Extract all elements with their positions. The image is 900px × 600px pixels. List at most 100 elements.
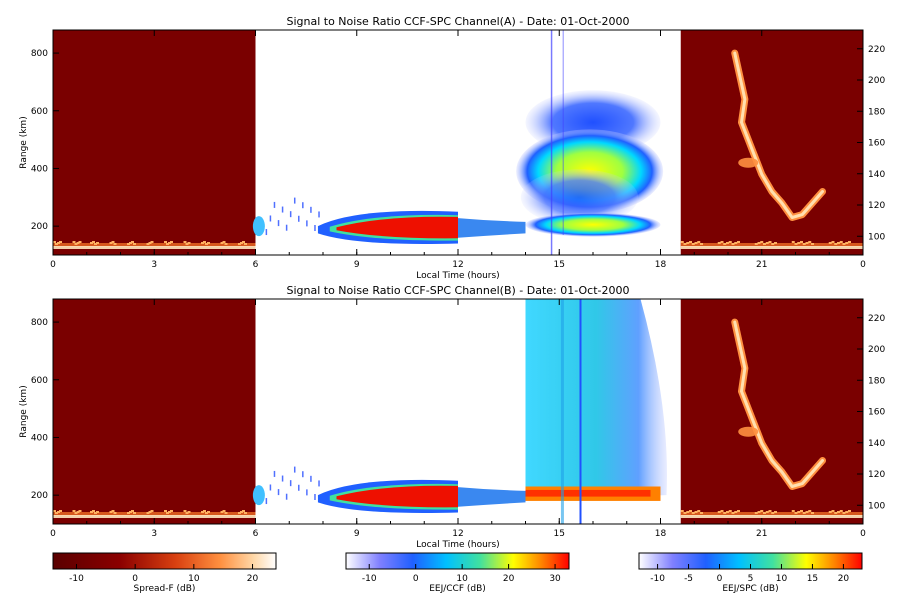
x-tick-label: 18 (655, 260, 667, 270)
spread-f-plume-core (733, 51, 824, 219)
bottom-echo-speckle (726, 511, 729, 513)
bottom-echo-speckle (238, 243, 241, 245)
eej-echo-speckle (265, 498, 268, 505)
bottom-echo-speckle (697, 510, 701, 512)
bottom-echo-speckle (720, 510, 724, 512)
spc-mid-layer (520, 169, 639, 226)
eej-echo-speckle (306, 220, 308, 227)
bottom-echo-speckle (828, 511, 832, 513)
bottom-echo-band-core (680, 515, 863, 518)
bottom-echo-speckle (96, 242, 99, 244)
y-tick-label: 600 (31, 107, 48, 117)
bottom-echo-speckle (183, 510, 187, 512)
bottom-echo-speckle (242, 510, 245, 512)
eej-echo-onset (252, 216, 265, 237)
bottom-echo-speckle (240, 242, 243, 244)
chart-title: Signal to Noise Ratio CCF-SPC Channel(A)… (286, 15, 629, 28)
x-tick-label: 12 (452, 529, 463, 539)
bottom-echo-speckle (828, 242, 832, 244)
eej-echo-speckle (281, 206, 284, 213)
eej-echo-speckle (302, 202, 304, 209)
eej-echo-speckle (289, 211, 292, 218)
bottom-echo-speckle (74, 512, 78, 514)
bottom-echo-speckle (240, 511, 243, 513)
bottom-echo-speckle (164, 510, 167, 512)
colorbar-tick-label: 20 (838, 574, 850, 584)
eej-echo-speckle (285, 224, 288, 231)
bottom-echo-speckle (205, 512, 208, 514)
eej-echo-speckle (310, 206, 312, 213)
bottom-echo-speckle (802, 512, 806, 514)
bottom-echo-speckle (146, 512, 150, 514)
bottom-echo-speckle (802, 243, 806, 245)
x-tick-label: 3 (151, 260, 157, 270)
bottom-echo-speckle (800, 241, 803, 243)
colorbar-tick-label: 0 (717, 574, 723, 584)
bottom-echo-speckle (754, 243, 758, 245)
y2-tick-label: 160 (868, 408, 885, 418)
bottom-echo-speckle (57, 242, 60, 244)
bottom-echo-speckle (845, 511, 849, 513)
bottom-echo-speckle (59, 241, 62, 243)
bottom-echo-speckle (150, 510, 154, 512)
bottom-echo-speckle (148, 242, 152, 244)
bottom-echo-speckle (238, 512, 241, 514)
chart-panel-a: Signal to Noise Ratio CCF-SPC Channel(A)… (19, 15, 885, 281)
bottom-echo-speckle (185, 243, 189, 245)
bottom-echo-speckle (127, 512, 130, 514)
spc-lower-layer-core (525, 489, 651, 497)
colorbar-gradient (345, 552, 570, 570)
y2-tick-label: 140 (868, 170, 885, 180)
bottom-echo-speckle (768, 241, 772, 243)
bottom-echo-speckle (731, 243, 735, 245)
bottom-echo-speckle (831, 510, 835, 512)
x-tick-label: 6 (253, 529, 259, 539)
colorbar-3: -10 -5 0 5 10 15 20 EEJ/SPC (dB) (638, 552, 863, 594)
eej-echo-speckle (269, 484, 272, 491)
bottom-echo-speckle (78, 241, 82, 243)
bottom-echo-speckle (224, 243, 228, 245)
colorbar-tick-label: 0 (132, 574, 138, 584)
bottom-echo-speckle (757, 511, 761, 513)
bottom-echo-speckle (680, 510, 684, 512)
bottom-echo-speckle (242, 241, 245, 243)
x-tick-label: 15 (554, 260, 565, 270)
eej-echo-speckle (314, 494, 316, 500)
bottom-echo-speckle (686, 511, 690, 513)
eej-echo-speckle (306, 489, 308, 496)
interference-line (550, 30, 553, 255)
y2-tick-label: 140 (868, 439, 885, 449)
x-tick-label: 15 (554, 529, 565, 539)
bottom-echo-speckle (131, 241, 134, 243)
bottom-echo-speckle (133, 512, 136, 514)
bottom-echo-speckle (760, 510, 764, 512)
bottom-echo-speckle (168, 242, 171, 244)
bottom-echo-speckle (834, 243, 838, 245)
bottom-echo-speckle (808, 510, 812, 512)
bottom-echo-speckle (717, 511, 721, 513)
bottom-echo-speckle (94, 243, 97, 245)
bottom-echo-speckle (90, 242, 93, 244)
x-tick-label: 12 (452, 260, 463, 270)
bottom-echo-speckle (794, 512, 798, 514)
bottom-echo-speckle (74, 243, 78, 245)
bottom-echo-speckle (731, 512, 735, 514)
y-tick-label: 600 (31, 376, 48, 386)
x-tick-label: 9 (354, 529, 360, 539)
bottom-echo-speckle (76, 511, 80, 513)
bottom-echo-speckle (691, 512, 695, 514)
bottom-echo-speckle (185, 512, 189, 514)
bottom-echo-speckle (837, 242, 840, 244)
bottom-echo-speckle (133, 243, 136, 245)
y2-tick-label: 120 (868, 201, 885, 211)
bottom-echo-speckle (94, 512, 97, 514)
bottom-echo-speckle (166, 243, 169, 245)
interference-line (560, 299, 564, 524)
y2-tick-label: 180 (868, 376, 885, 386)
bottom-echo-speckle (222, 510, 226, 512)
bottom-echo-speckle (207, 242, 210, 244)
y-tick-label: 800 (31, 318, 48, 328)
eej-echo-speckle (293, 197, 296, 204)
bottom-echo-speckle (113, 243, 117, 245)
bottom-echo-speckle (109, 242, 113, 244)
